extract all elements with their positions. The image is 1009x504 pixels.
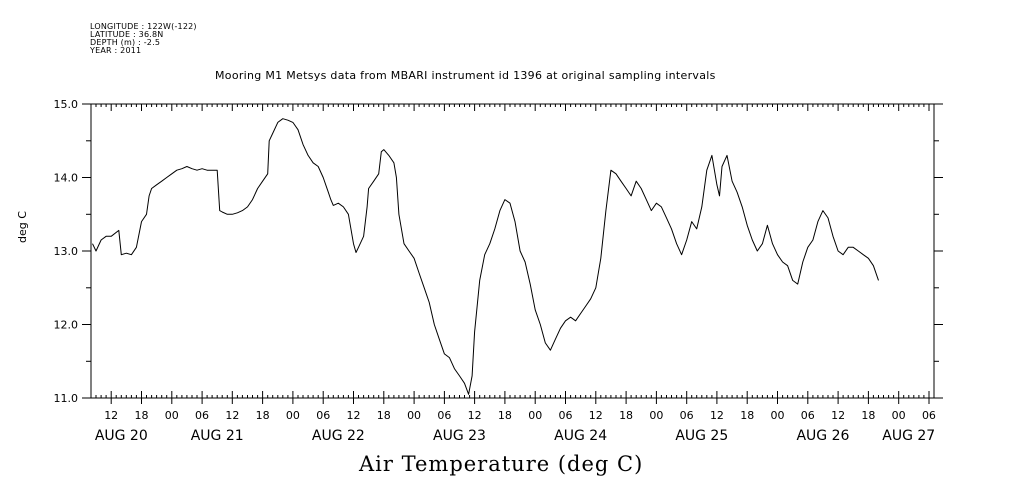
x-tick-label: 06 (922, 409, 936, 422)
y-tick-label: 14.0 (54, 172, 79, 185)
x-tick-label: 00 (286, 409, 300, 422)
x-tick-label: 00 (165, 409, 179, 422)
chart-title: Mooring M1 Metsys data from MBARI instru… (215, 69, 716, 82)
x-tick-label: 18 (377, 409, 391, 422)
x-tick-label: 12 (104, 409, 118, 422)
plot-frame (90, 103, 935, 399)
variable-title: Air Temperature (deg C) (359, 452, 644, 476)
x-tick-label: 18 (861, 409, 875, 422)
tick-labels: 11.0 12.0 13.0 14.0 15.0 12 18 00 06 12 18 00 06 12 18… (54, 98, 936, 444)
y-tick-label: 13.0 (54, 245, 79, 258)
x-tick-label: 18 (619, 409, 633, 422)
series-line (92, 118, 879, 395)
x-tick-label: 00 (892, 409, 906, 422)
x-tick-label: 12 (831, 409, 845, 422)
x-tick-label: 06 (559, 409, 573, 422)
x-tick-label: 12 (468, 409, 482, 422)
x-tick-label: 00 (649, 409, 663, 422)
y-tick-label: 11.0 (54, 392, 79, 405)
x-date-label: AUG 26 (796, 428, 849, 444)
y-tick-label: 15.0 (54, 98, 79, 111)
x-tick-label: 12 (710, 409, 724, 422)
x-tick-label: 06 (316, 409, 330, 422)
x-date-label: AUG 20 (95, 428, 148, 444)
x-tick-label: 06 (195, 409, 209, 422)
x-tick-label: 06 (437, 409, 451, 422)
x-tick-label: 12 (346, 409, 360, 422)
tick-marks (82, 103, 943, 404)
latitude-label: LATITUDE : 36.8N (90, 30, 164, 39)
x-tick-label: 18 (256, 409, 270, 422)
x-tick-label: 12 (589, 409, 603, 422)
x-tick-label: 12 (225, 409, 239, 422)
x-date-label: AUG 24 (554, 428, 607, 444)
x-date-label: AUG 22 (312, 428, 365, 444)
x-date-label: AUG 21 (191, 428, 244, 444)
longitude-label: LONGITUDE : 122W(-122) (90, 22, 197, 31)
depth-label: DEPTH (m) : -2.5 (90, 38, 161, 47)
x-tick-label: 06 (801, 409, 815, 422)
x-tick-label: 18 (740, 409, 754, 422)
data-series (92, 118, 879, 395)
x-date-label: AUG 27 (882, 428, 935, 444)
x-tick-label: 00 (528, 409, 542, 422)
x-date-label: AUG 23 (433, 428, 486, 444)
x-date-label: AUG 25 (675, 428, 728, 444)
x-tick-label: 18 (498, 409, 512, 422)
x-tick-label: 06 (680, 409, 694, 422)
x-tick-label: 00 (407, 409, 421, 422)
x-tick-label: 00 (771, 409, 785, 422)
x-tick-label: 18 (134, 409, 148, 422)
year-label: YEAR : 2011 (90, 46, 142, 55)
y-tick-label: 12.0 (54, 319, 79, 332)
